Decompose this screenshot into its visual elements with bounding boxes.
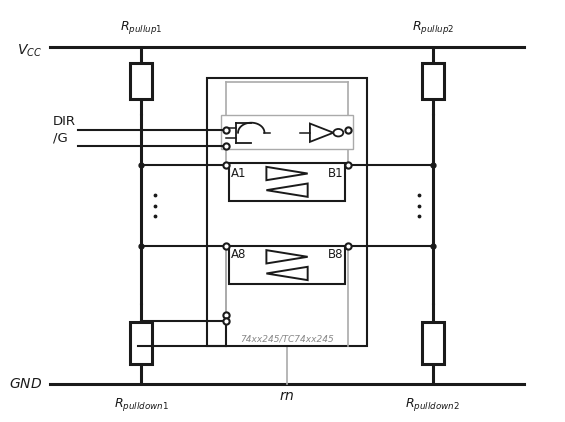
Text: $rn$: $rn$ xyxy=(279,389,295,403)
Bar xyxy=(422,322,444,364)
Bar xyxy=(422,63,444,99)
Text: $R_{pullup1}$: $R_{pullup1}$ xyxy=(120,19,162,36)
Text: A1: A1 xyxy=(231,167,246,180)
Polygon shape xyxy=(310,124,333,142)
Text: B1: B1 xyxy=(328,167,343,180)
Bar xyxy=(207,78,367,346)
Polygon shape xyxy=(236,123,264,143)
Bar xyxy=(130,63,152,99)
Text: $R_{pullup2}$: $R_{pullup2}$ xyxy=(412,19,454,36)
Bar xyxy=(221,115,353,149)
Bar xyxy=(229,163,345,200)
Polygon shape xyxy=(266,250,308,263)
Polygon shape xyxy=(266,184,308,197)
Text: 74xx245/TC74xx245: 74xx245/TC74xx245 xyxy=(240,334,334,343)
Text: A8: A8 xyxy=(231,249,246,262)
Text: $R_{pulldown1}$: $R_{pulldown1}$ xyxy=(114,396,169,413)
Text: $V_{CC}$: $V_{CC}$ xyxy=(17,43,42,59)
Text: $R_{pulldown2}$: $R_{pulldown2}$ xyxy=(406,396,460,413)
Text: B8: B8 xyxy=(328,249,343,262)
Bar xyxy=(229,246,345,284)
Text: $GND$: $GND$ xyxy=(9,377,42,391)
Bar xyxy=(130,322,152,364)
Text: /G: /G xyxy=(53,131,68,144)
Polygon shape xyxy=(266,267,308,280)
Polygon shape xyxy=(266,167,308,180)
Circle shape xyxy=(333,129,344,136)
Text: DIR: DIR xyxy=(53,115,76,128)
